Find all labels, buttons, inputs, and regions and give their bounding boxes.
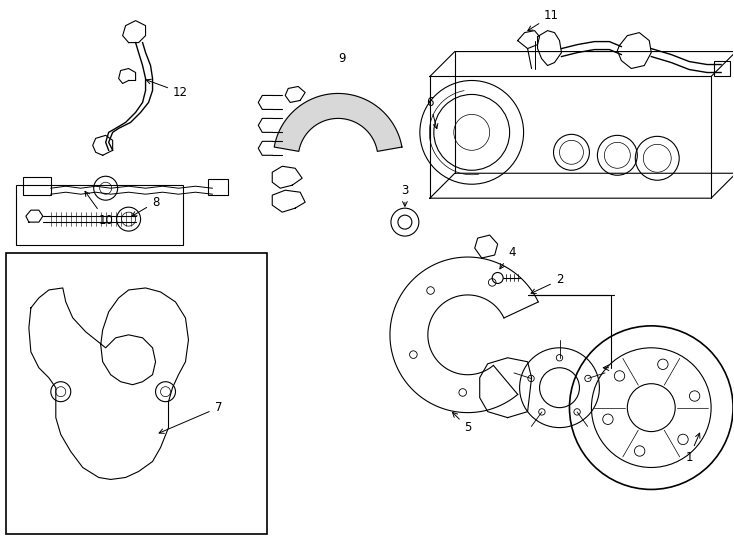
Text: 6: 6	[426, 96, 438, 129]
Text: 3: 3	[401, 184, 409, 206]
Text: 8: 8	[132, 195, 159, 216]
Text: 4: 4	[500, 246, 515, 269]
Text: 11: 11	[528, 9, 559, 31]
Bar	[6, 253, 267, 534]
Text: 10: 10	[85, 191, 113, 227]
Text: 1: 1	[686, 433, 700, 464]
Text: 7: 7	[159, 401, 222, 434]
Text: 12: 12	[146, 79, 188, 99]
Polygon shape	[275, 93, 402, 151]
Text: 9: 9	[338, 52, 346, 65]
Bar	[23, 177, 51, 195]
Text: 2: 2	[531, 273, 563, 293]
Text: 5: 5	[453, 413, 471, 434]
Bar	[208, 179, 228, 195]
Bar	[714, 60, 730, 76]
Bar	[16, 185, 184, 245]
